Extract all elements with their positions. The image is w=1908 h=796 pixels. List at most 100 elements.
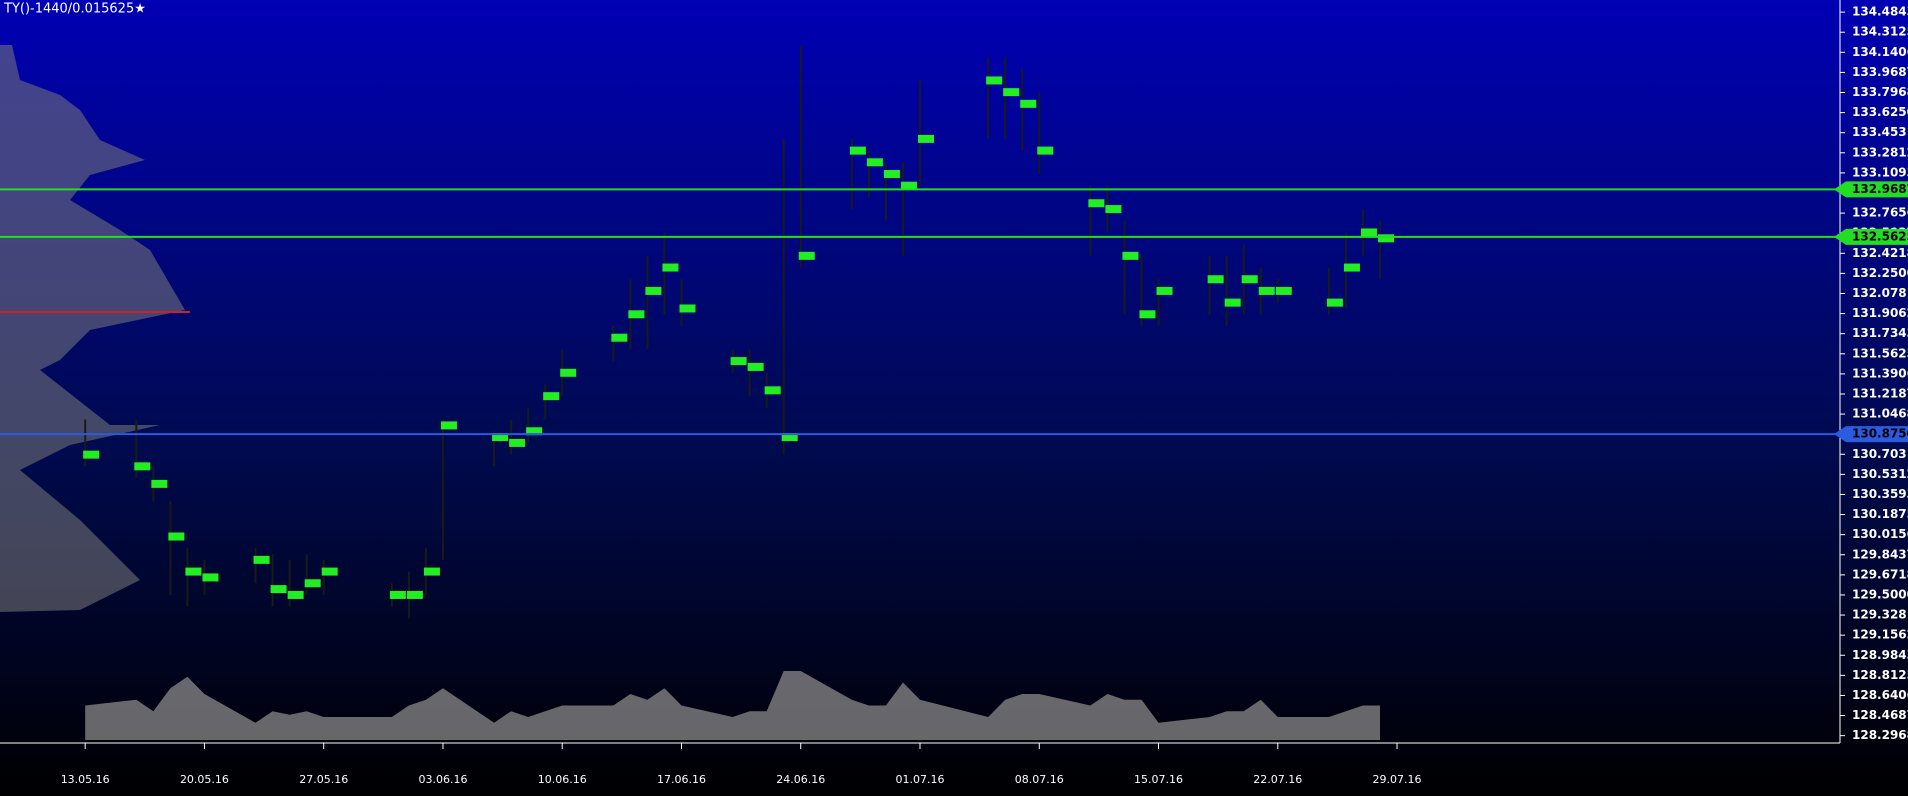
poc-marker	[423, 567, 440, 576]
x-tick-label: 10.06.16	[538, 773, 587, 786]
poc-marker	[406, 590, 423, 599]
x-tick-label: 29.07.16	[1373, 773, 1422, 786]
x-tick-label: 17.06.16	[657, 773, 706, 786]
poc-marker	[253, 555, 270, 564]
poc-marker	[492, 433, 509, 442]
poc-marker	[287, 590, 304, 599]
poc-marker	[747, 362, 764, 371]
poc-marker	[321, 567, 338, 576]
y-tick-label: 133.1093	[1852, 165, 1908, 179]
y-tick-label: 131.2187	[1852, 386, 1908, 400]
y-tick-label: 130.3593	[1852, 487, 1908, 501]
poc-marker	[764, 386, 781, 395]
poc-marker	[1241, 275, 1258, 284]
y-tick-label: 134.4843	[1852, 5, 1908, 19]
y-tick-label: 134.1406	[1852, 45, 1908, 59]
y-tick-label: 131.3906	[1852, 366, 1908, 380]
poc-marker	[1122, 251, 1139, 260]
poc-marker	[1207, 275, 1224, 284]
poc-marker	[1105, 205, 1122, 214]
poc-marker	[1343, 263, 1360, 272]
poc-marker	[83, 450, 100, 459]
level-label: 130.8750	[1852, 427, 1908, 441]
y-tick-label: 134.3125	[1852, 25, 1908, 39]
x-tick-label: 01.07.16	[896, 773, 945, 786]
y-tick-label: 131.9062	[1852, 306, 1908, 320]
poc-marker	[662, 263, 679, 272]
x-tick-label: 20.05.16	[180, 773, 229, 786]
chart-title: TY()-1440/0.015625★	[3, 2, 146, 17]
y-tick-label: 129.5000	[1852, 587, 1908, 601]
y-tick-label: 131.0468	[1852, 407, 1908, 421]
poc-marker	[900, 181, 917, 190]
poc-marker	[1360, 228, 1377, 237]
x-tick-label: 22.07.16	[1253, 773, 1302, 786]
poc-marker	[1275, 286, 1292, 295]
y-tick-label: 130.1875	[1852, 507, 1908, 521]
y-tick-label: 129.6718	[1852, 567, 1908, 581]
poc-marker	[1326, 298, 1343, 307]
y-tick-label: 132.7656	[1852, 206, 1908, 220]
poc-marker	[918, 134, 934, 143]
y-tick-label: 130.5312	[1852, 467, 1908, 481]
poc-marker	[389, 590, 406, 599]
poc-marker	[883, 169, 900, 178]
poc-marker	[304, 579, 321, 588]
y-tick-label: 131.7343	[1852, 326, 1908, 340]
poc-marker	[645, 286, 662, 295]
level-label: 132.9687	[1852, 182, 1908, 196]
y-tick-label: 133.7968	[1852, 85, 1908, 99]
poc-marker	[628, 310, 645, 319]
level-tag	[1834, 228, 1908, 245]
level-label: 132.5625	[1852, 229, 1908, 243]
poc-marker	[560, 368, 577, 377]
y-tick-label: 128.2968	[1852, 728, 1908, 742]
y-tick-label: 128.8125	[1852, 668, 1908, 682]
y-tick-label: 128.4687	[1852, 708, 1908, 722]
poc-marker	[440, 421, 457, 430]
x-tick-label: 27.05.16	[299, 773, 348, 786]
poc-marker	[270, 585, 287, 594]
y-tick-label: 133.6250	[1852, 105, 1908, 119]
poc-marker	[1258, 286, 1275, 295]
poc-marker	[611, 333, 628, 342]
poc-marker	[798, 251, 815, 260]
y-tick-label: 130.0156	[1852, 527, 1908, 541]
x-tick-label: 15.07.16	[1134, 773, 1183, 786]
y-tick-label: 128.9843	[1852, 648, 1908, 662]
volume-profile	[0, 45, 185, 612]
poc-marker	[543, 392, 560, 401]
y-tick-label: 128.6406	[1852, 688, 1908, 702]
poc-marker	[679, 304, 696, 313]
level-tag	[1834, 426, 1908, 443]
x-tick-label: 13.05.16	[61, 773, 110, 786]
poc-marker	[1003, 88, 1020, 97]
y-tick-label: 129.8437	[1852, 547, 1908, 561]
x-tick-label: 03.06.16	[418, 773, 467, 786]
volume-area	[85, 671, 1381, 740]
y-tick-label: 132.4218	[1852, 246, 1908, 260]
poc-marker	[866, 158, 883, 167]
poc-marker	[986, 76, 1003, 85]
poc-marker	[185, 567, 202, 576]
poc-marker	[151, 479, 168, 488]
poc-marker	[509, 438, 526, 447]
level-tag	[1834, 181, 1908, 198]
poc-marker	[1088, 199, 1105, 208]
x-tick-label: 08.07.16	[1015, 773, 1064, 786]
poc-marker	[134, 462, 151, 471]
x-tick-label: 24.06.16	[776, 773, 825, 786]
poc-marker	[849, 146, 866, 155]
y-tick-label: 129.1562	[1852, 628, 1908, 642]
poc-marker	[526, 427, 543, 436]
poc-marker	[1156, 286, 1173, 295]
poc-marker	[1020, 99, 1037, 108]
poc-marker	[1378, 234, 1394, 243]
